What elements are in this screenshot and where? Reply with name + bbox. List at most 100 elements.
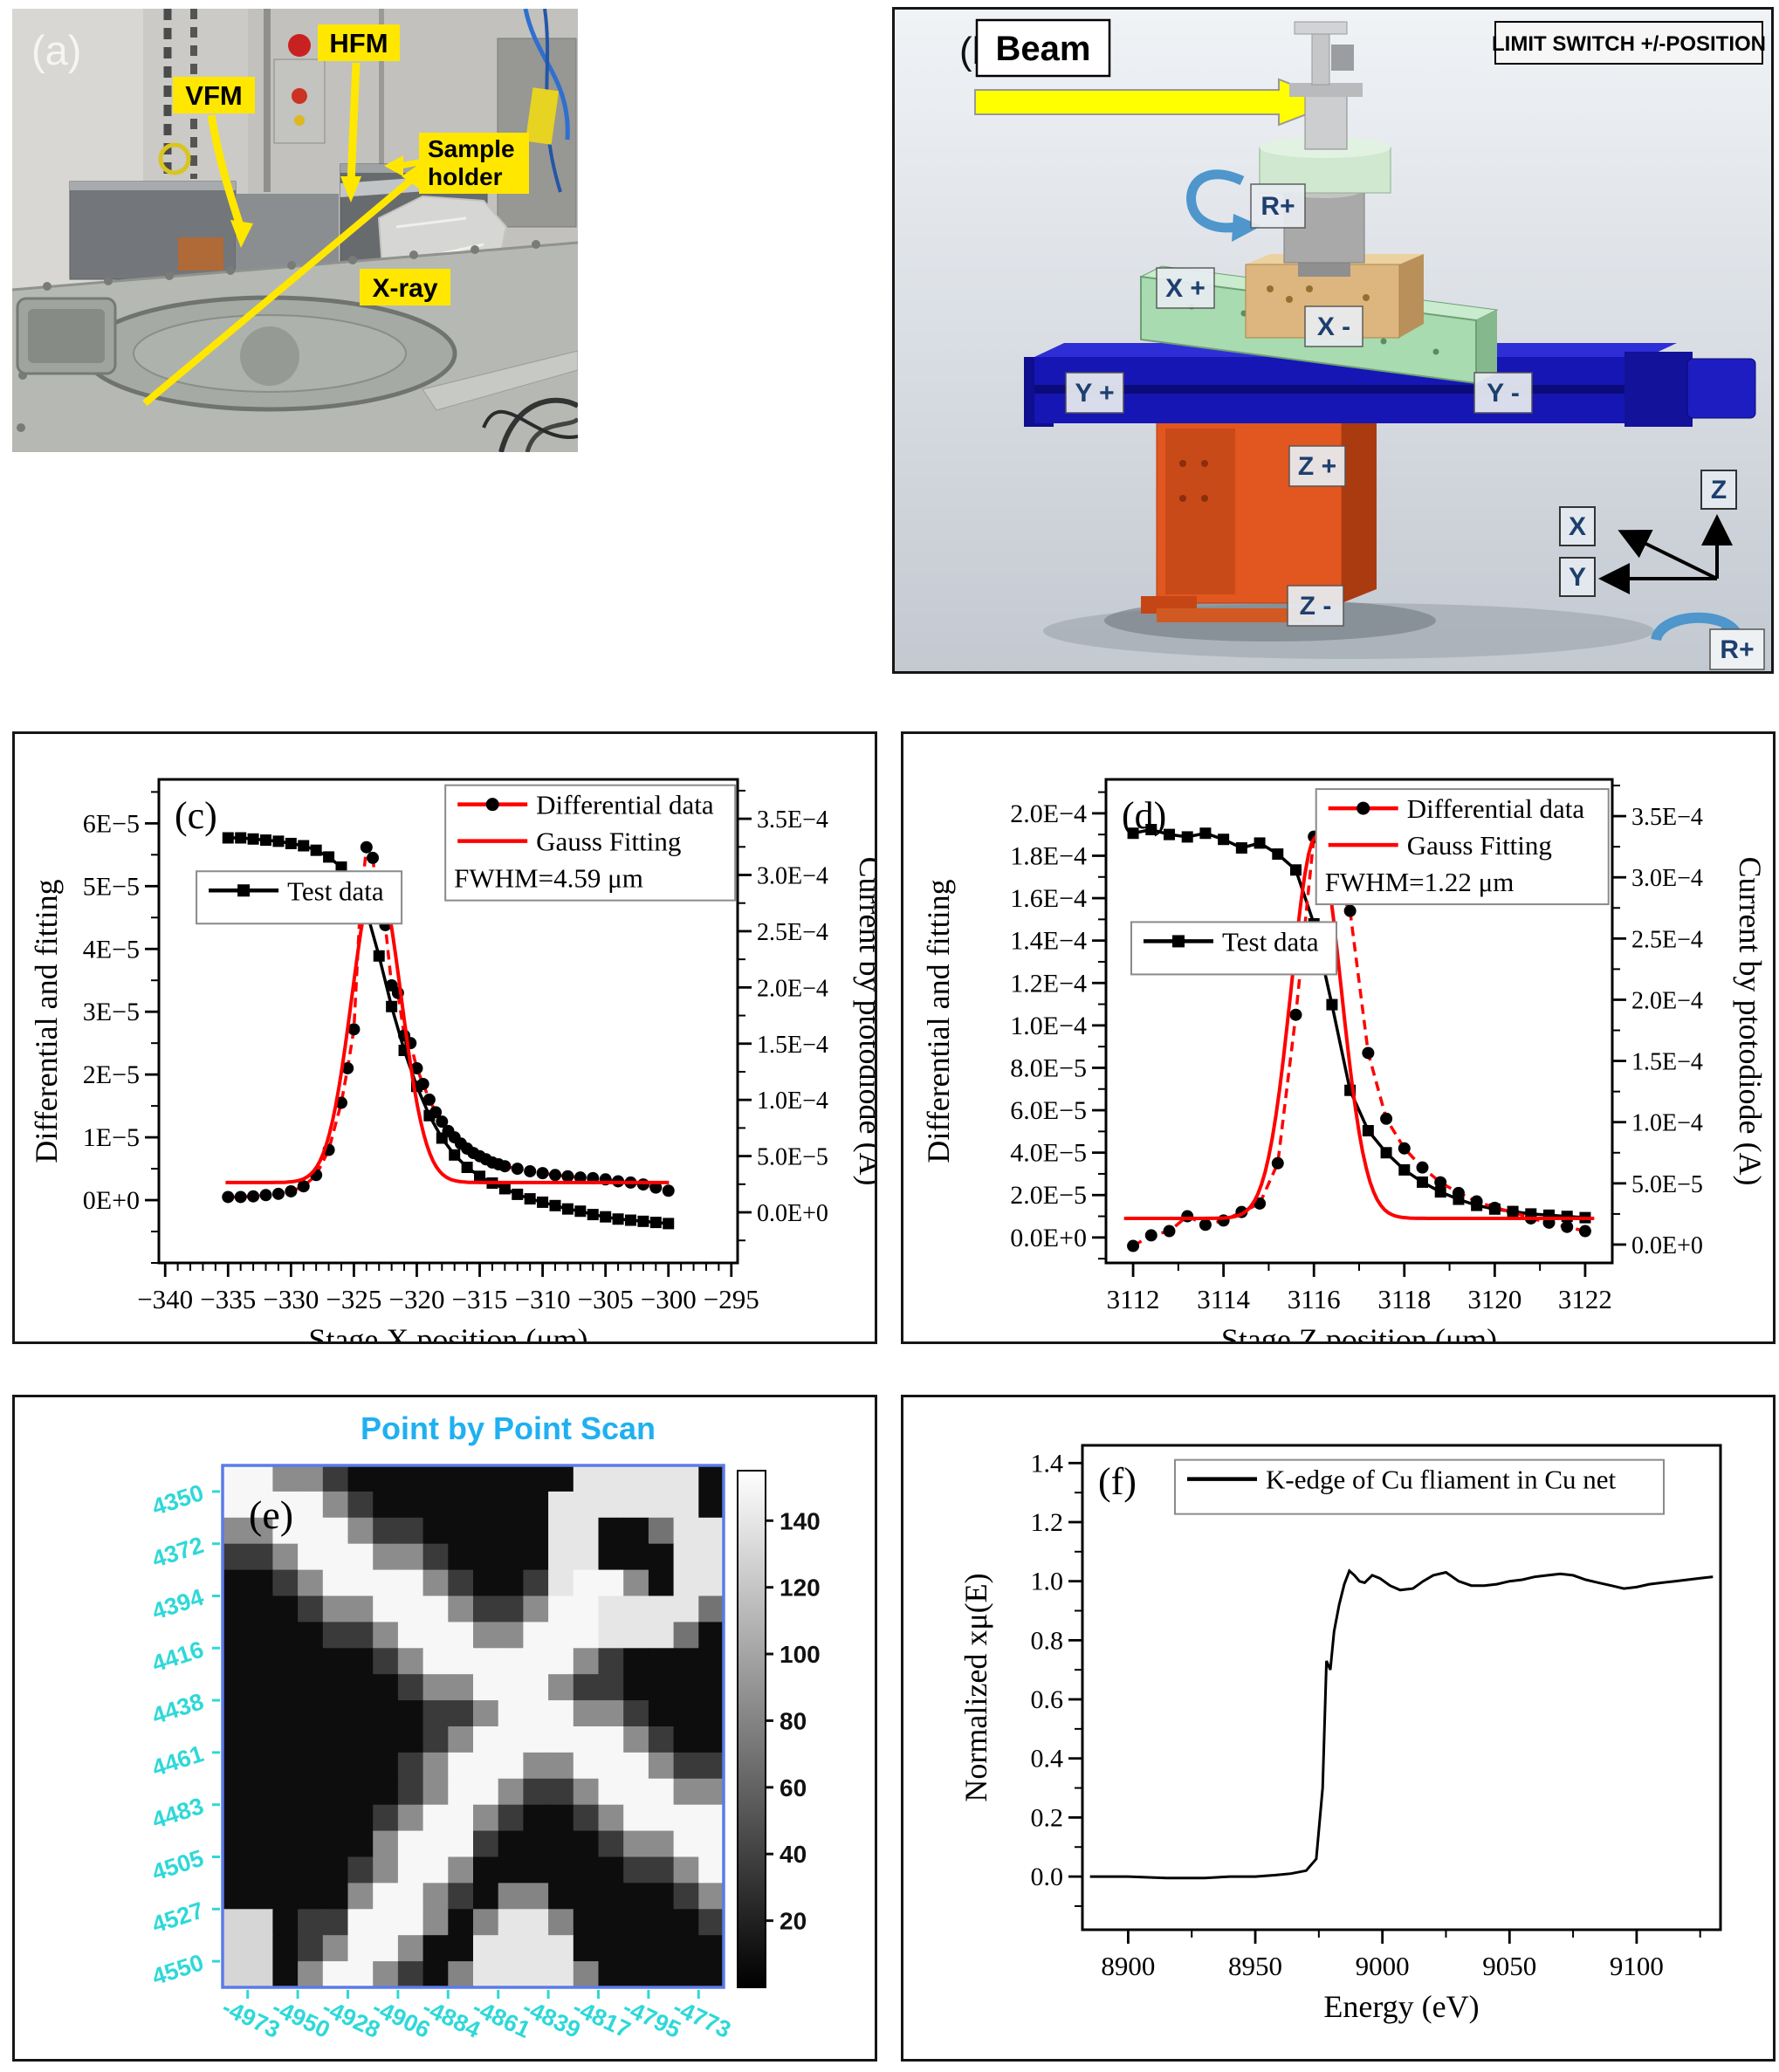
legend: Test data [196,870,403,925]
svg-text:2.0E−4: 2.0E−4 [1010,799,1087,828]
x-axis-label: X [1569,512,1586,541]
svg-text:4416: 4416 [148,1636,206,1677]
svg-text:2.0E−4: 2.0E−4 [1631,987,1703,1014]
svg-text:1.5E−4: 1.5E−4 [1631,1049,1703,1076]
r-plus-top-box [1250,183,1306,229]
y-minus-box [1473,372,1533,414]
svg-text:Differential and fitting: Differential and fitting [29,879,64,1163]
panel-c-chart: −340 −335 −330 −325 −320 −315 −310 −305 −300 −295… [12,731,877,1344]
z-plus-label: Z + [1298,452,1336,481]
svg-text:140: 140 [780,1507,821,1534]
rotation-arrowhead-top [1232,214,1261,242]
y-axis-label: Y [1569,563,1586,592]
x-minus-label: X - [1317,312,1350,341]
z-minus-box [1287,585,1344,627]
svg-text:4483: 4483 [148,1793,206,1834]
svg-text:2.0E−5: 2.0E−5 [1010,1181,1087,1210]
svg-text:−310: −310 [515,1284,571,1314]
svg-text:8950: 8950 [1228,1951,1282,1981]
r-plus-top-label: R+ [1260,192,1295,221]
svg-text:1.6E−4: 1.6E−4 [1010,884,1087,913]
z-axis-label: Z [1711,476,1727,504]
panel-a-tag: (a) [31,27,81,73]
support-rail [422,350,578,411]
svg-text:−320: −320 [388,1284,444,1314]
svg-text:2.5E−4: 2.5E−4 [1631,926,1703,953]
z-minus-label: Z - [1300,592,1332,621]
pipe [264,9,271,192]
beam-label-box [975,18,1111,78]
svg-text:Gauss Fitting: Gauss Fitting [1407,830,1552,861]
svg-text:4.0E−5: 4.0E−5 [1010,1139,1087,1168]
svg-text:9050: 9050 [1482,1951,1536,1981]
z-axis-box [1700,470,1737,510]
svg-text:Differential and fitting: Differential and fitting [921,879,956,1163]
x-plus-box [1156,267,1215,309]
panel-d-chart: 3112 3114 3116 3118 3120 3122 0.0E+0 2.0E−5 4.0E… [901,731,1776,1344]
svg-text:−315: −315 [452,1284,508,1314]
svg-text:FWHM=4.59 μm: FWHM=4.59 μm [454,863,643,894]
svg-text:3114: 3114 [1197,1284,1250,1314]
svg-text:1.0: 1.0 [1031,1568,1064,1596]
sample-holder-label-line2: holder [428,163,503,190]
svg-text:1.4: 1.4 [1031,1449,1064,1478]
vfm-arrow [207,114,245,230]
z-plus-box [1288,445,1346,487]
y-minus-label: Y - [1487,379,1520,408]
hfm-arrowhead [340,176,361,202]
svg-text:Current by ptotodiode (A): Current by ptotodiode (A) [853,857,875,1186]
cable [482,409,578,439]
svg-text:0.0E+0: 0.0E+0 [1010,1224,1087,1252]
chart-c-canvas: −340 −335 −330 −325 −320 −315 −310 −305 −300 −295… [29,778,875,1341]
svg-text:8.0E−5: 8.0E−5 [1010,1053,1087,1082]
chart-f: 8900 8950 9000 9050 9100 0.0 0.2 0.4 0.6 0.8 1.0 1.… [958,1444,1722,2024]
limit-switch-title-box [1494,21,1763,65]
svg-text:1.2: 1.2 [1031,1508,1064,1537]
copper-block [178,237,223,271]
rotation-arrow-bottom [1651,612,1741,642]
sink-inner [28,309,105,363]
svg-text:20: 20 [780,1908,807,1935]
panel-tag: (c) [175,794,217,837]
chart-e-canvas: 4350 4372 4394 4416 4438 4461 4483 4505 4527 4550… [148,1410,820,2043]
svg-text:0.0: 0.0 [1031,1863,1064,1891]
svg-text:Differential data: Differential data [1407,793,1585,824]
svg-text:1.0E−4: 1.0E−4 [757,1087,828,1115]
svg-text:0.4: 0.4 [1031,1745,1064,1774]
svg-text:100: 100 [780,1641,821,1668]
svg-text:3122: 3122 [1558,1284,1612,1314]
svg-text:3.5E−4: 3.5E−4 [757,806,828,834]
svg-text:40: 40 [780,1841,807,1868]
svg-text:Current by ptotodiode (A): Current by ptotodiode (A) [1733,857,1768,1186]
svg-text:0.2: 0.2 [1031,1803,1064,1832]
svg-text:Gauss Fitting: Gauss Fitting [536,827,681,857]
svg-text:1.2E−4: 1.2E−4 [1010,969,1087,998]
hfm-arrow [347,62,361,184]
svg-text:Differential data: Differential data [536,790,714,820]
x-plus-label: X + [1165,274,1205,303]
panel-b-diagram: (b) Beam LIMIT SWITCH +/-POSITION [892,7,1774,674]
svg-text:3.5E−4: 3.5E−4 [1631,804,1703,831]
svg-text:−340: −340 [137,1284,193,1314]
svg-text:4505: 4505 [148,1845,206,1886]
svg-text:4E−5: 4E−5 [83,935,140,964]
svg-text:6E−5: 6E−5 [83,809,140,838]
sample-holder-label-line1: Sample [428,135,515,162]
sample-gripper [1289,21,1363,150]
xray-arrow [142,173,418,407]
svg-text:5.0E−5: 5.0E−5 [1631,1171,1703,1198]
svg-text:-4773: -4773 [669,1994,734,2043]
beacon-light [288,34,311,57]
panel-a-photo: VFM HFM Sample holder X-ray (a) [12,9,578,452]
y-plus-label: Y + [1075,379,1114,408]
svg-text:0E+0: 0E+0 [83,1186,140,1215]
svg-text:−295: −295 [704,1284,759,1314]
svg-text:4550: 4550 [148,1949,206,1990]
svg-text:Stage X position (μm): Stage X position (μm) [308,1322,587,1341]
heatmap-e: 4350 4372 4394 4416 4438 4461 4483 4505 4527 4550… [148,1410,820,2043]
yellow-tape [525,87,560,145]
legend: Test data [1130,921,1337,976]
pipe [379,9,384,166]
panel-tag: (e) [249,1492,293,1537]
svg-text:2.5E−4: 2.5E−4 [757,919,828,946]
